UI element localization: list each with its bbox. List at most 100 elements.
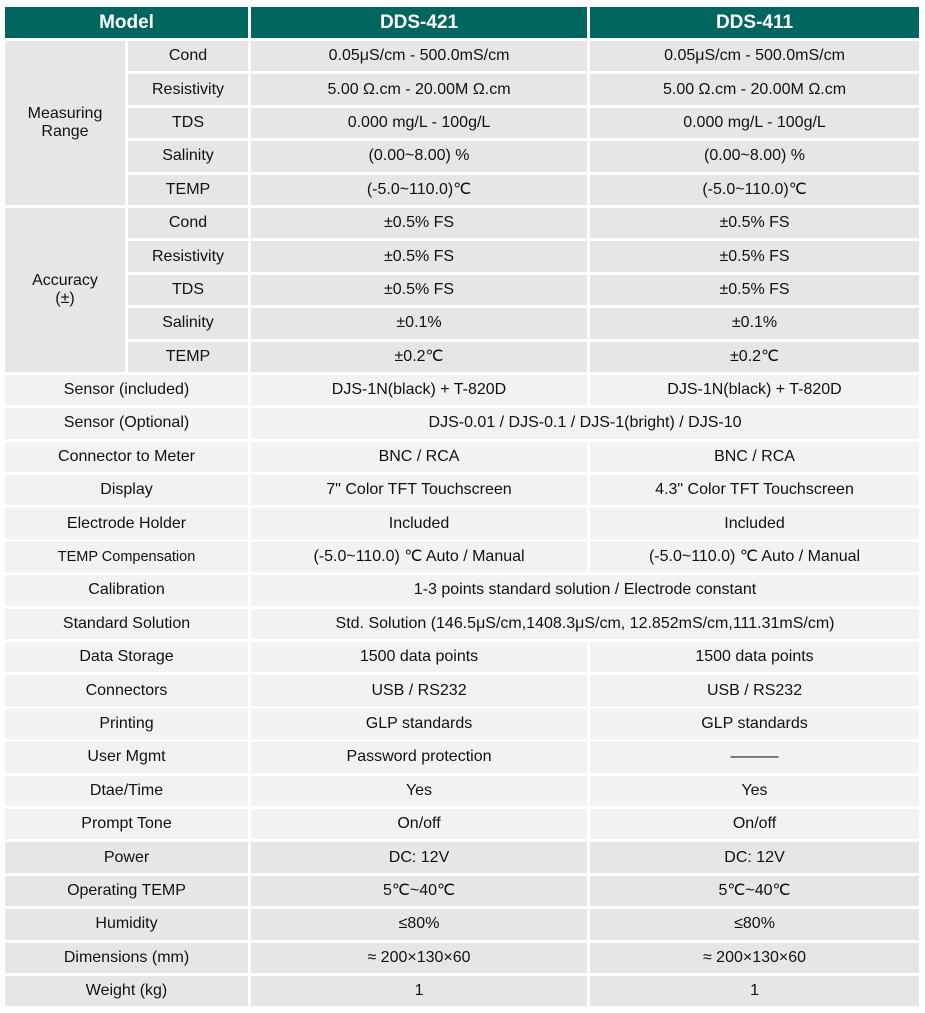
table-row: Sensor (included) DJS-1N(black) + T-820D D… xyxy=(5,374,920,406)
param-label: TEMP xyxy=(128,341,249,372)
value-dds-411: DJS-1N(black) + T-820D xyxy=(590,374,920,406)
value-dds-411: ≈ 200×130×60 xyxy=(590,942,920,973)
value-dds-411: DC: 12V xyxy=(590,842,920,873)
spec-table: Model DDS-421 DDS-411 Measuring Range Cond… xyxy=(2,4,922,1009)
value-dds-411: (0.00~8.00) % xyxy=(590,141,920,172)
table-row: Operating TEMP 5℃~40℃ 5℃~40℃ xyxy=(5,875,920,907)
value-both: DJS-0.01 / DJS-0.1 / DJS-1(bright) / DJS… xyxy=(251,408,920,439)
table-row: Dtae/Time Yes Yes xyxy=(5,775,920,806)
value-dds-411: 4.3" Color TFT Touchscreen xyxy=(590,475,920,506)
value-dds-421: 1500 data points xyxy=(251,642,588,673)
value-dds-411: On/off xyxy=(590,808,920,840)
value-dds-421: ±0.2℃ xyxy=(251,341,588,372)
param-label: TDS xyxy=(128,107,249,139)
value-dds-411: ±0.5% FS xyxy=(590,241,920,272)
value-dds-421: Included xyxy=(251,508,588,539)
row-label: Standard Solution xyxy=(5,608,249,640)
value-dds-421: 1 xyxy=(251,975,588,1007)
value-dds-421: 0.000 mg/L - 100g/L xyxy=(251,107,588,139)
table-row: TEMP (-5.0~110.0)℃ (-5.0~110.0)℃ xyxy=(5,174,920,205)
value-dds-421: ±0.5% FS xyxy=(251,274,588,306)
value-dds-421: BNC / RCA xyxy=(251,441,588,473)
row-label: User Mgmt xyxy=(5,742,249,773)
value-dds-411: 0.05μS/cm - 500.0mS/cm xyxy=(590,41,920,72)
table-row: TEMP ±0.2℃ ±0.2℃ xyxy=(5,341,920,372)
header-dds-411: DDS-411 xyxy=(590,7,920,38)
value-dds-421: USB / RS232 xyxy=(251,675,588,706)
row-label: Prompt Tone xyxy=(5,808,249,840)
row-label: Operating TEMP xyxy=(5,875,249,907)
value-dds-421: 7" Color TFT Touchscreen xyxy=(251,475,588,506)
row-label: Connectors xyxy=(5,675,249,706)
param-label: Cond xyxy=(128,41,249,72)
group-label: Accuracy (±) xyxy=(5,207,125,372)
param-label: Salinity xyxy=(128,141,249,172)
value-dds-421: ≤80% xyxy=(251,909,588,940)
row-label: Sensor (included) xyxy=(5,374,249,406)
value-dds-421: (-5.0~110.0)℃ xyxy=(251,174,588,205)
table-row: Calibration 1-3 points standard solution … xyxy=(5,575,920,606)
value-dds-411: ±0.2℃ xyxy=(590,341,920,372)
row-label: Power xyxy=(5,842,249,873)
row-label: TEMP Compensation xyxy=(5,541,249,573)
header-model: Model xyxy=(5,7,249,38)
table-row: TEMP Compensation (-5.0~110.0) ℃ Auto / M… xyxy=(5,541,920,573)
value-dds-421: 0.05μS/cm - 500.0mS/cm xyxy=(251,41,588,72)
table-row: Measuring Range Cond 0.05μS/cm - 500.0mS/cm… xyxy=(5,41,920,205)
value-dds-411: 5℃~40℃ xyxy=(590,875,920,907)
value-dds-411: Included xyxy=(590,508,920,539)
table-row: Salinity ±0.1% ±0.1% xyxy=(5,308,920,339)
table-row: Display 7" Color TFT Touchscreen 4.3" Colo… xyxy=(5,475,920,506)
value-dds-411: ±0.5% FS xyxy=(590,207,920,239)
row-label: Display xyxy=(5,475,249,506)
row-label: Calibration xyxy=(5,575,249,606)
row-label: Dimensions (mm) xyxy=(5,942,249,973)
header-row: Model DDS-421 DDS-411 xyxy=(5,7,920,38)
value-dds-421: (-5.0~110.0) ℃ Auto / Manual xyxy=(251,541,588,573)
param-label: TDS xyxy=(128,274,249,306)
value-dds-421: 5℃~40℃ xyxy=(251,875,588,907)
value-dds-411: ——— xyxy=(590,742,920,773)
row-label: Electrode Holder xyxy=(5,508,249,539)
value-dds-421: ±0.5% FS xyxy=(251,241,588,272)
value-dds-421: ±0.5% FS xyxy=(251,207,588,239)
table-row: Prompt Tone On/off On/off xyxy=(5,808,920,840)
row-label: Weight (kg) xyxy=(5,975,249,1007)
table-row: Power DC: 12V DC: 12V xyxy=(5,842,920,873)
row-label: Printing xyxy=(5,708,249,740)
value-dds-411: 1 xyxy=(590,975,920,1007)
value-dds-421: GLP standards xyxy=(251,708,588,740)
table-row: Weight (kg) 1 1 xyxy=(5,975,920,1007)
value-dds-411: 0.000 mg/L - 100g/L xyxy=(590,107,920,139)
value-dds-411: ±0.5% FS xyxy=(590,274,920,306)
table-row: Sensor (Optional) DJS-0.01 / DJS-0.1 / DJ… xyxy=(5,408,920,439)
table-row: Electrode Holder Included Included xyxy=(5,508,920,539)
value-both: 1-3 points standard solution / Electrode… xyxy=(251,575,920,606)
row-label: Dtae/Time xyxy=(5,775,249,806)
param-label: Resistivity xyxy=(128,74,249,105)
table-row: Dimensions (mm) ≈ 200×130×60 ≈ 200×130×60 xyxy=(5,942,920,973)
value-dds-411: ≤80% xyxy=(590,909,920,940)
value-dds-421: 5.00 Ω.cm - 20.00M Ω.cm xyxy=(251,74,588,105)
value-dds-411: 1500 data points xyxy=(590,642,920,673)
table-row: Connectors USB / RS232 USB / RS232 xyxy=(5,675,920,706)
table-row: Resistivity ±0.5% FS ±0.5% FS xyxy=(5,241,920,272)
table-row: Printing GLP standards GLP standards xyxy=(5,708,920,740)
param-label: Cond xyxy=(128,207,249,239)
row-label: Data Storage xyxy=(5,642,249,673)
group-label: Measuring Range xyxy=(5,41,125,205)
value-dds-421: ≈ 200×130×60 xyxy=(251,942,588,973)
header-dds-421: DDS-421 xyxy=(251,7,588,38)
value-dds-411: BNC / RCA xyxy=(590,441,920,473)
value-dds-411: GLP standards xyxy=(590,708,920,740)
value-dds-411: 5.00 Ω.cm - 20.00M Ω.cm xyxy=(590,74,920,105)
table-row: TDS 0.000 mg/L - 100g/L 0.000 mg/L - 100g/… xyxy=(5,107,920,139)
param-label: TEMP xyxy=(128,174,249,205)
value-dds-411: (-5.0~110.0) ℃ Auto / Manual xyxy=(590,541,920,573)
table-row: Humidity ≤80% ≤80% xyxy=(5,909,920,940)
table-row: User Mgmt Password protection ——— xyxy=(5,742,920,773)
row-label: Sensor (Optional) xyxy=(5,408,249,439)
table-row: TDS ±0.5% FS ±0.5% FS xyxy=(5,274,920,306)
table-row: Data Storage 1500 data points 1500 data po… xyxy=(5,642,920,673)
value-dds-411: USB / RS232 xyxy=(590,675,920,706)
